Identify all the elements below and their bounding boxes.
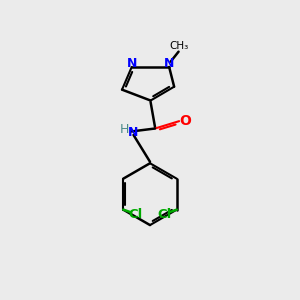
Text: N: N — [164, 57, 174, 70]
Text: N: N — [128, 125, 139, 139]
Text: H: H — [120, 124, 129, 136]
Text: Cl: Cl — [158, 208, 172, 221]
Text: CH₃: CH₃ — [170, 41, 189, 51]
Text: N: N — [127, 57, 137, 70]
Text: Cl: Cl — [128, 208, 142, 221]
Text: O: O — [180, 114, 192, 128]
